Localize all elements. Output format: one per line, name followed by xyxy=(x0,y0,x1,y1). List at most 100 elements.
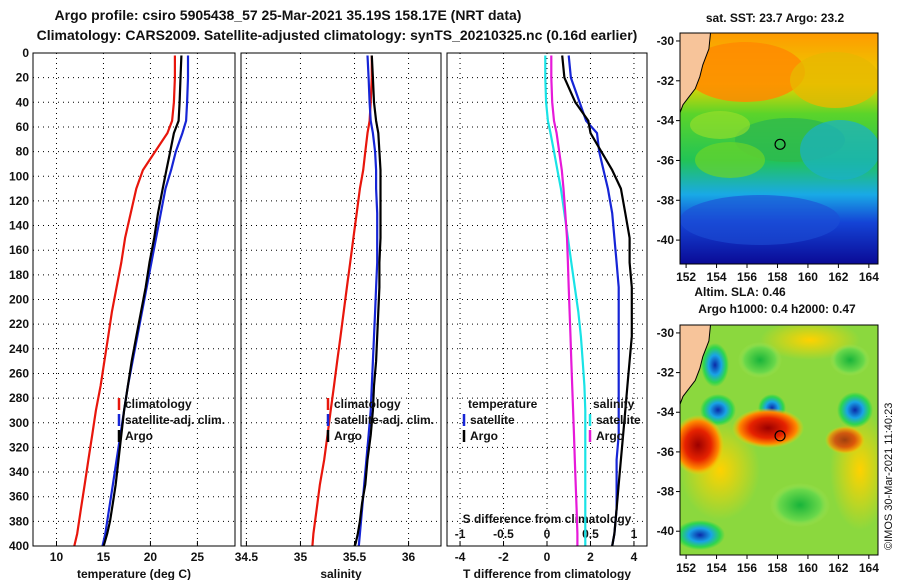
legend-label-s-satellite: satellite xyxy=(596,413,641,427)
x-tick-label: 4 xyxy=(631,550,638,564)
difference-legend-temperature: temperature satellite Argo xyxy=(462,397,538,443)
sla-field xyxy=(680,325,878,555)
sla-profile-marker xyxy=(774,430,786,442)
imos-credit: ©IMOS 30-Mar-2021 11:40:23 xyxy=(883,403,895,550)
x-tick-label: 20 xyxy=(144,550,158,564)
sla-map-title: Altim. SLA: 0.46 xyxy=(694,285,786,299)
depth-tick-label: 240 xyxy=(9,342,29,356)
land-polygon xyxy=(680,33,712,114)
sst-map: 152 154 156 158 160 162 164 -30 -32 -34 -36 -38 -40 xyxy=(657,32,880,284)
series-line-t-argo xyxy=(561,55,633,547)
depth-tick-label: 100 xyxy=(9,169,29,183)
x-tick-label: 35.5 xyxy=(343,550,367,564)
map-x-tick-label: 160 xyxy=(798,270,818,284)
x-axis-label: salinity xyxy=(320,567,362,580)
sla-map: 152 154 156 158 160 162 164 -30 -32 -34 -36 -38 -40 xyxy=(657,324,879,575)
map-x-tick-label: 158 xyxy=(767,270,787,284)
depth-tick-label: 40 xyxy=(16,95,30,109)
series-line-s-satellite xyxy=(544,55,587,546)
top-tick-label: 1 xyxy=(631,527,638,541)
x-tick-label: 35 xyxy=(294,550,308,564)
map-y-tick-label: -36 xyxy=(657,153,675,167)
difference-panel: -4 -2 0 2 4-1 -0.5 0 0.5 1S difference from clim… xyxy=(446,52,648,581)
legend-label-t-satellite: satellite xyxy=(470,413,515,427)
salinity-panel: 34.5 35 35.5 36 salinity xyxy=(235,52,442,581)
sst-map-frame xyxy=(679,32,879,265)
depth-tick-label: 220 xyxy=(9,317,29,331)
series-line-climatology xyxy=(311,55,373,547)
map-x-tick-label: 164 xyxy=(859,561,879,575)
depth-tick-label: 160 xyxy=(9,243,29,257)
salinity-legend: climatology satellite-adj. clim. Argo xyxy=(326,397,434,443)
depth-tick-label: 320 xyxy=(9,440,29,454)
series-line-climatology xyxy=(73,55,176,547)
depth-tick-label: 400 xyxy=(9,539,29,553)
map-y-tick-label: -36 xyxy=(657,445,675,459)
land-polygon xyxy=(680,325,712,405)
depth-tick-label: 200 xyxy=(9,293,29,307)
x-tick-label: 2 xyxy=(587,550,594,564)
temperature-panel: 0 20 40 60 80 100 120 140 160 180 200 220 240 260 280 3… xyxy=(9,46,236,581)
series-line-argo xyxy=(102,55,183,547)
title-line-2: Climatology: CARS2009. Satellite-adjuste… xyxy=(37,27,638,43)
depth-tick-label: 260 xyxy=(9,366,29,380)
x-tick-label: 34.5 xyxy=(235,550,259,564)
x-tick-label: 10 xyxy=(50,550,64,564)
plot-frame xyxy=(446,52,648,547)
legend-label-argo: Argo xyxy=(125,429,153,443)
map-y-tick-label: -34 xyxy=(657,114,675,128)
x-tick-label: 25 xyxy=(191,550,205,564)
legend-label-s-argo: Argo xyxy=(596,429,624,443)
legend-label-t-argo: Argo xyxy=(470,429,498,443)
sla-map-subtitle: Argo h1000: 0.4 h2000: 0.47 xyxy=(698,302,856,316)
x-tick-label: -2 xyxy=(498,550,509,564)
map-y-tick-label: -32 xyxy=(657,366,675,380)
sst-profile-marker xyxy=(774,138,786,150)
sla-map-frame xyxy=(679,324,879,556)
legend-label-satellite: satellite-adj. clim. xyxy=(125,413,225,427)
map-y-tick-label: -34 xyxy=(657,405,675,419)
x-tick-label: -4 xyxy=(455,550,466,564)
x-tick-label: 15 xyxy=(97,550,111,564)
x-tick-label: 0 xyxy=(544,550,551,564)
depth-tick-label: 60 xyxy=(16,120,30,134)
depth-tick-label: 300 xyxy=(9,416,29,430)
map-x-tick-label: 152 xyxy=(676,561,696,575)
map-y-tick-label: -38 xyxy=(657,485,675,499)
difference-legend-salinity: salinity satellite Argo xyxy=(588,397,641,443)
top-tick-label: -1 xyxy=(455,527,466,541)
series-line-t-satellite xyxy=(567,55,620,547)
map-x-tick-label: 160 xyxy=(798,561,818,575)
legend-label-climatology: climatology xyxy=(125,397,192,411)
depth-tick-label: 180 xyxy=(9,268,29,282)
sst-map-title: sat. SST: 23.7 Argo: 23.2 xyxy=(706,11,845,25)
map-x-tick-label: 162 xyxy=(828,270,848,284)
title-line-1: Argo profile: csiro 5905438_57 25-Mar-20… xyxy=(55,7,522,23)
depth-tick-label: 120 xyxy=(9,194,29,208)
sst-field xyxy=(680,33,878,264)
sst-coastline xyxy=(680,33,712,114)
depth-tick-label: 140 xyxy=(9,219,29,233)
top-tick-label: 0 xyxy=(544,527,551,541)
x-axis-label: T difference from climatology xyxy=(463,567,631,580)
x-tick-label: 36 xyxy=(402,550,416,564)
top-tick-label: -0.5 xyxy=(493,527,514,541)
depth-tick-label: 0 xyxy=(22,46,29,60)
legend-label-argo: Argo xyxy=(334,429,362,443)
top-axis-label: S difference from climatology xyxy=(463,512,632,526)
series-line-argo xyxy=(353,55,382,547)
map-x-tick-label: 152 xyxy=(676,270,696,284)
depth-tick-label: 280 xyxy=(9,391,29,405)
map-y-tick-label: -40 xyxy=(657,233,675,247)
depth-tick-label: 360 xyxy=(9,490,29,504)
depth-tick-label: 20 xyxy=(16,71,30,85)
sla-coastline xyxy=(680,325,712,405)
sst-map-axes: 152 154 156 158 160 162 164 -30 -32 -34 -36 -38 -40 xyxy=(657,34,880,284)
depth-tick-label: 340 xyxy=(9,465,29,479)
series-line-s-argo xyxy=(550,55,579,546)
map-x-tick-label: 156 xyxy=(737,270,757,284)
x-axis-label: temperature (deg C) xyxy=(77,567,191,580)
map-x-tick-label: 164 xyxy=(859,270,879,284)
